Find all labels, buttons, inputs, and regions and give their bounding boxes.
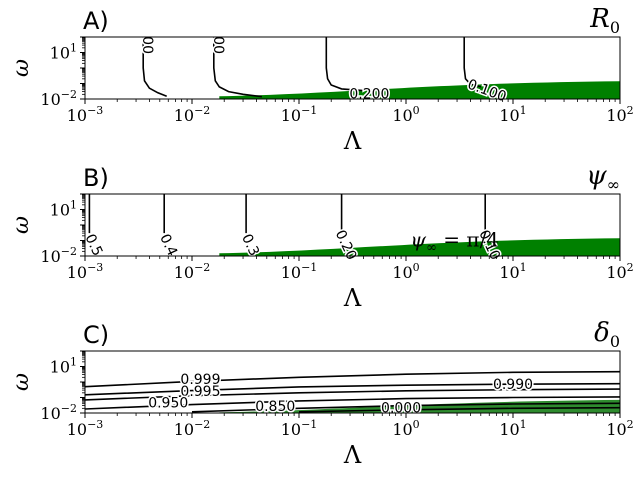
x-tick-label: 10−1	[281, 104, 318, 125]
x-tick-label: 102	[606, 418, 633, 439]
panel-b: 0.5 0.4 0.3 0.20 0.10ψ∞ = π/410−3 10−2 10−1 100…	[9, 161, 634, 312]
x-tick-label: 10−1	[281, 418, 318, 439]
contour-label: 0.990	[493, 377, 533, 393]
panel-label: A)	[83, 7, 109, 35]
contour-line	[213, 37, 263, 98]
y-tick-label: 101	[50, 199, 77, 220]
y-axis-label: ω	[9, 216, 34, 234]
contour-line	[85, 382, 620, 396]
contour-label: 0.20	[332, 228, 360, 263]
contour-line	[85, 370, 620, 388]
x-tick-label: 10−3	[67, 104, 104, 125]
x-axis-label: Λ	[343, 441, 362, 469]
x-tick-label: 10−2	[174, 261, 211, 282]
contour-label: 0.4	[156, 232, 180, 259]
x-axis-label: Λ	[343, 127, 362, 155]
contour-line	[298, 406, 620, 413]
panel-label: B)	[83, 164, 109, 192]
x-tick-label: 100	[392, 261, 419, 282]
x-tick-label: 10−3	[67, 261, 104, 282]
contour-line	[142, 37, 167, 98]
x-tick-label: 10−1	[281, 261, 318, 282]
y-tick-label: 10−2	[40, 402, 77, 423]
x-tick-label: 10−2	[174, 104, 211, 125]
contour-label: 0.999	[180, 372, 220, 388]
y-tick-label: 101	[50, 42, 77, 63]
contour-label: 00	[210, 36, 226, 54]
contour-label: 0.100	[465, 77, 508, 106]
contour-line	[85, 396, 620, 410]
y-axis-label: ω	[9, 373, 34, 391]
panel-label: C)	[83, 321, 109, 349]
contour-line	[191, 402, 620, 413]
annotation: ψ∞ = π/4	[410, 228, 499, 256]
plot-area	[88, 194, 620, 256]
x-tick-label: 100	[392, 104, 419, 125]
filled-region	[219, 81, 620, 99]
y-tick-label: 10−2	[40, 88, 77, 109]
panel-title: R0	[589, 4, 620, 37]
x-tick-label: 101	[499, 261, 526, 282]
contour-label: 0.995	[180, 384, 220, 400]
x-tick-label: 10−3	[67, 418, 104, 439]
filled-region	[219, 238, 620, 256]
panel-title: δ0	[594, 318, 620, 351]
x-axis-label: Λ	[343, 284, 362, 312]
contour-label: 00	[139, 36, 155, 54]
plot-area	[85, 370, 620, 413]
y-tick-label: 101	[50, 356, 77, 377]
x-tick-label: 10−2	[174, 418, 211, 439]
y-tick-label: 10−2	[40, 245, 77, 266]
contour-label: 0.200	[349, 87, 389, 103]
contour-line	[85, 388, 620, 401]
contour-label: 0.950	[148, 396, 188, 412]
panel-title: ψ∞	[586, 161, 620, 194]
plot-area	[142, 37, 620, 99]
y-axis-label: ω	[9, 59, 34, 77]
x-tick-label: 100	[392, 418, 419, 439]
contour-line	[325, 37, 364, 92]
x-tick-label: 102	[606, 261, 633, 282]
x-tick-label: 102	[606, 104, 633, 125]
contour-line	[463, 37, 482, 88]
x-tick-label: 101	[499, 418, 526, 439]
contour-label: 0.850	[255, 399, 295, 415]
x-tick-label: 101	[499, 104, 526, 125]
